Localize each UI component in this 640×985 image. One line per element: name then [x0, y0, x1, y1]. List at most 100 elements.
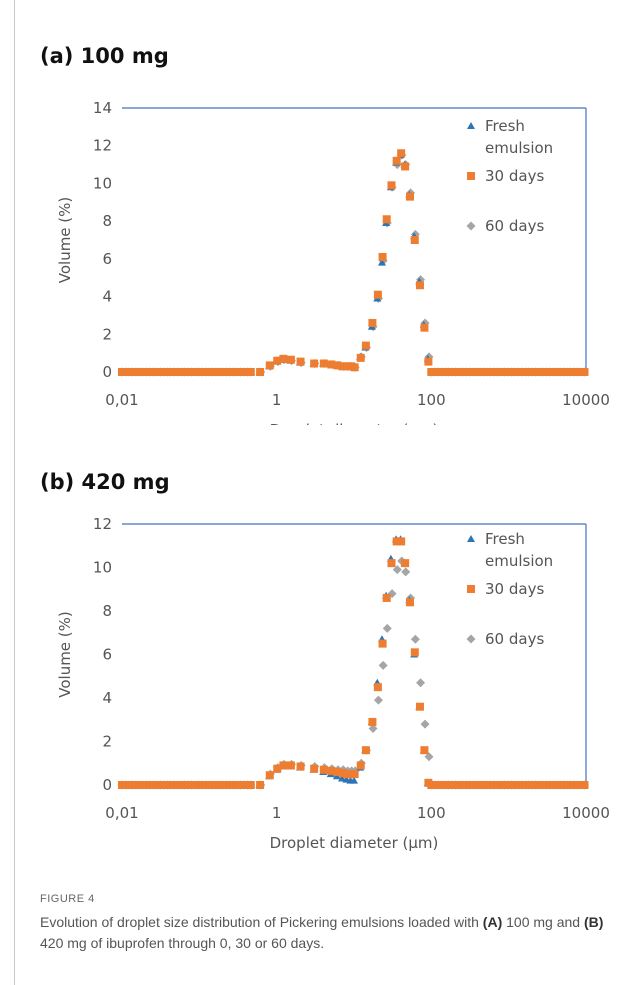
figure-label: FIGURE 4 [40, 893, 95, 905]
b-day30-point [392, 537, 401, 546]
a-day30-point [246, 368, 255, 376]
b-day30-point [373, 683, 382, 692]
b-legend-fresh-marker [467, 535, 475, 542]
a-ytick-label: 8 [102, 212, 112, 230]
b-day60-point [382, 623, 392, 633]
a-day30-point [405, 192, 414, 201]
b-x-axis-label: Droplet diameter (µm) [270, 834, 439, 852]
a-day30-point [279, 354, 288, 363]
a-ytick-label: 4 [102, 288, 112, 306]
a-day30-point [387, 181, 396, 190]
b-ytick-label: 8 [102, 602, 112, 620]
a-day30-point [265, 361, 274, 370]
a-xtick-label: 10000 [562, 391, 610, 409]
b-day30-point [333, 767, 342, 776]
b-day60-point [373, 695, 383, 705]
b-day60-point [410, 634, 420, 644]
b-xtick-label: 0,01 [105, 804, 138, 822]
panel-b-chart: 0 2 4 6 8 10 12 0,01 1 100 10000 Droplet diameter (… [56, 515, 610, 852]
b-day30-point [327, 766, 336, 775]
panel-b-title: (b) 420 mg [40, 470, 170, 494]
b-day30-point [296, 762, 305, 771]
a-fresh-point [377, 258, 386, 266]
caption-text-1: Evolution of droplet size distribution o… [40, 914, 483, 930]
caption-text-3: 420 mg of ibuprofen through 0, 30 or 60 … [40, 935, 325, 951]
b-day30-point [246, 781, 255, 789]
a-day30-point [361, 341, 370, 350]
a-legend-fresh-label: Fresh [485, 117, 525, 135]
a-day30-point [350, 363, 359, 372]
a-day30-point [319, 359, 328, 368]
a-day30-point [424, 357, 433, 366]
b-day60-point [420, 719, 430, 729]
b-day30-point [319, 765, 328, 774]
a-day30-point [420, 323, 429, 332]
b-xtick-label: 1 [272, 804, 282, 822]
b-day30-point [286, 761, 295, 770]
b-day60-point [392, 565, 402, 575]
a-legend-60-label: 60 days [485, 217, 544, 235]
b-ytick-label: 2 [102, 733, 112, 751]
a-day30-point [415, 281, 424, 290]
caption-text-2: 100 mg and [502, 914, 584, 930]
a-day30-point [296, 357, 305, 366]
a-legend-fresh-marker [467, 122, 475, 129]
a-day30-point [327, 360, 336, 369]
figure-caption: Evolution of droplet size distribution o… [40, 912, 620, 954]
a-day30-point [368, 318, 377, 327]
a-day30-point [382, 215, 391, 224]
b-ytick-label: 4 [102, 689, 112, 707]
page-left-border [14, 0, 15, 985]
b-fresh-point [350, 776, 358, 784]
b-day30-point [378, 639, 387, 648]
a-day30-point [356, 353, 365, 362]
b-day30-point [580, 781, 589, 789]
panel-a-title: (a) 100 mg [40, 44, 169, 68]
a-day30-point [333, 361, 342, 370]
b-day30-point [420, 746, 429, 755]
b-day30-point [387, 559, 396, 568]
a-day30-point [392, 156, 401, 165]
a-day30-point [401, 162, 410, 171]
b-fresh-point [338, 774, 347, 782]
a-ytick-label: 6 [102, 250, 112, 268]
b-day30-point [361, 746, 370, 755]
a-day30-point [373, 290, 382, 299]
a-day30-point [410, 236, 419, 244]
b-xtick-label: 100 [417, 804, 446, 822]
b-y-axis-label: Volume (%) [56, 611, 74, 698]
b-day30-point [424, 778, 433, 787]
a-y-axis-label: Volume (%) [56, 197, 74, 284]
a-x-axis-label: Droplet diameter (µm) [270, 421, 439, 425]
a-day30-point [310, 359, 319, 368]
b-day30-point [273, 764, 282, 773]
b-day30-point [415, 702, 424, 711]
b-day30-point [368, 717, 377, 726]
panel-a-chart: 0 2 4 6 8 10 12 14 0,01 1 100 10000 Droplet diameter… [56, 99, 610, 425]
a-day30-point [338, 362, 347, 371]
b-day30-point [401, 559, 410, 568]
b-legend-fresh-label: Fresh [485, 530, 525, 548]
a-xtick-label: 1 [272, 391, 282, 409]
b-ytick-label: 6 [102, 646, 112, 664]
caption-ref-b: (B) [583, 914, 604, 930]
a-legend-60-marker [466, 221, 476, 231]
a-day30-point [256, 368, 265, 376]
a-ytick-label: 12 [93, 137, 112, 155]
a-legend-30-marker [467, 172, 475, 180]
b-legend-60-label: 60 days [485, 630, 544, 648]
b-day30-point [397, 537, 406, 546]
b-xtick-label: 10000 [562, 804, 610, 822]
a-legend-fresh-label-line2: emulsion [485, 139, 553, 157]
b-day60-point [368, 723, 378, 733]
b-ytick-label: 0 [102, 776, 112, 794]
a-xtick-label: 100 [417, 391, 446, 409]
a-day30-point [286, 355, 295, 364]
a-ytick-label: 14 [93, 99, 112, 117]
b-ytick-label: 12 [93, 515, 112, 533]
b-legend-fresh-label-line2: emulsion [485, 552, 553, 570]
b-legend-60-marker [466, 634, 476, 644]
b-day30-point [356, 761, 365, 770]
b-day30-point [382, 593, 391, 602]
b-day60-point [378, 660, 388, 670]
